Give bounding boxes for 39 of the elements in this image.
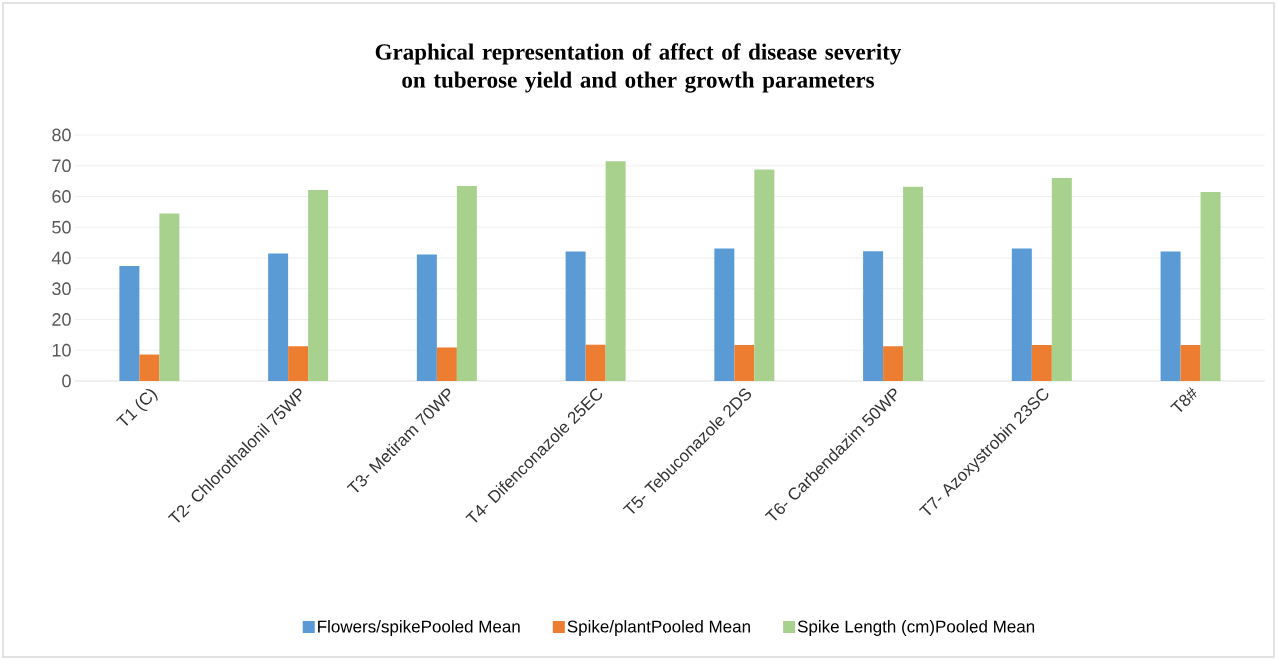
y-tick-label: 80 (52, 128, 71, 142)
bar (1160, 251, 1181, 381)
bar (288, 346, 309, 381)
bar (416, 254, 437, 381)
x-tick-label: T1 (C) (116, 388, 158, 426)
bar (1200, 191, 1221, 381)
chart-title: Graphical representation of affect of disease severity on tuberose yield and other growth parameters (375, 43, 902, 93)
bar (159, 213, 180, 381)
bar (903, 186, 924, 381)
bar (883, 346, 904, 381)
bar (565, 251, 586, 381)
bar (754, 169, 775, 381)
y-tick-label: 0 (62, 374, 71, 388)
bar (456, 186, 477, 381)
bar (1031, 345, 1052, 381)
bar (1051, 178, 1072, 381)
bar (1180, 345, 1201, 381)
bar (308, 190, 329, 381)
y-tick-label: 20 (52, 313, 71, 326)
legend-label: Spike Length (cm)Pooled Mean (797, 620, 1035, 636)
y-tick-label: 10 (52, 343, 71, 357)
legend-label: Spike/plantPooled Mean (567, 620, 750, 636)
x-tick-label: T8# (1170, 386, 1197, 412)
bar (436, 347, 457, 381)
bar (1011, 248, 1032, 381)
y-tick-label: 50 (52, 220, 71, 234)
bar (734, 345, 755, 381)
y-tick-label: 40 (51, 251, 71, 265)
bar (139, 354, 160, 381)
bar (585, 344, 606, 381)
bar (863, 251, 884, 381)
bar (119, 265, 140, 381)
y-tick-label: 30 (52, 282, 71, 296)
bar (714, 248, 735, 381)
y-tick-label: 60 (52, 190, 71, 203)
bar (605, 161, 626, 381)
bar (268, 253, 289, 381)
legend-label: Flowers/spikePooled Mean (318, 620, 520, 636)
y-tick-label: 70 (52, 159, 71, 173)
